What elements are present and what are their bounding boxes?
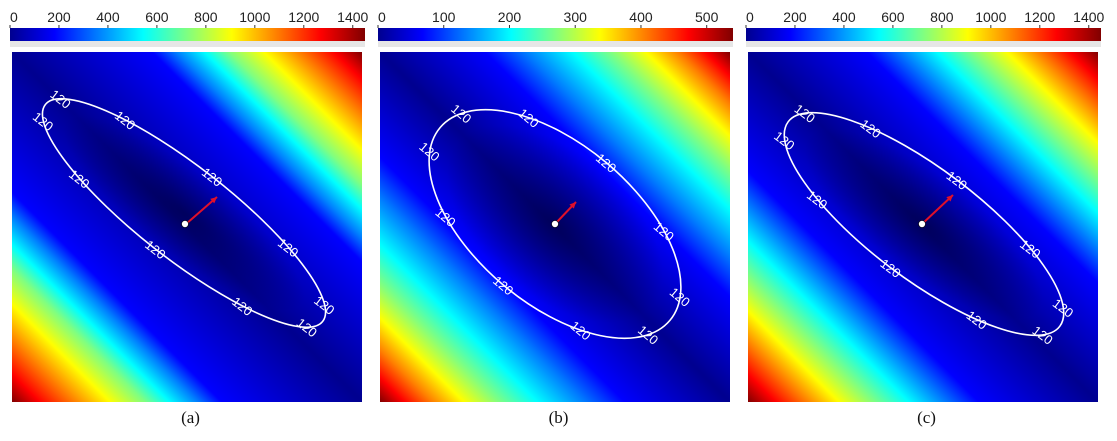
panel-b: 0 100 200 300 400 500 120 120 120 120 120 120 120 120…: [376, 0, 741, 441]
colorbar-tick-label: 500: [695, 9, 719, 25]
colorbar-tick-label: 400: [96, 9, 120, 25]
colorbar-tick-label: 1400: [337, 9, 368, 25]
colorbar-shadow: [746, 41, 1101, 47]
gradient-arrowhead: [569, 202, 576, 209]
colorbar-tick-label: 100: [432, 9, 456, 25]
minimum-point-marker: [181, 220, 189, 228]
colorbar-tick-label: 800: [194, 9, 218, 25]
panel-a: 0 200 400 600 800 1000 1200 1400 120 120 120 120 120…: [8, 0, 373, 441]
panel-caption-c: (c): [917, 408, 936, 427]
colorbar-tick-label: 200: [47, 9, 71, 25]
panel-caption-b: (b): [548, 408, 569, 427]
colorbar-tick-label: 600: [145, 9, 169, 25]
heatmap-chart-c: 0 200 400 600 800 1000 1200 1400120120120120120…: [745, 9, 1105, 402]
gradient-arrow: [185, 196, 218, 225]
colorbar-gradient: [746, 28, 1101, 41]
colorbar-tick-label: 1000: [975, 9, 1006, 25]
colorbar-tick-label: 200: [498, 9, 522, 25]
panel-c: 0 200 400 600 800 1000 1200 1400 120 120 120 120 120…: [744, 0, 1109, 441]
colorbar-tick-label: 400: [629, 9, 653, 25]
gradient-arrowhead: [210, 197, 217, 204]
colorbar-tick-label: 1200: [1024, 9, 1055, 25]
colorbar: 0 200 400 600 800 1000 1200 1400: [9, 9, 369, 47]
colorbar-tick-label: 400: [832, 9, 856, 25]
colorbar-tick-label: 1200: [288, 9, 319, 25]
contour-line-120: [41, 97, 327, 329]
gradient-arrow: [921, 194, 954, 225]
colorbar: 0 200 400 600 800 1000 1200 1400: [745, 9, 1105, 47]
minimum-point-marker: [551, 220, 559, 228]
colorbar-tick-label: 800: [930, 9, 954, 25]
colorbar-tick-label: 1400: [1073, 9, 1104, 25]
colorbar-tick-label: 0: [10, 9, 18, 25]
colorbar-tick-label: 300: [564, 9, 588, 25]
contour-line-120: [428, 108, 682, 340]
colorbar-tick-label: 200: [783, 9, 807, 25]
minimum-point-marker: [918, 220, 926, 228]
heatmap-chart-a: 0 200 400 600 800 1000 1200 1400120120120120120…: [9, 9, 369, 402]
colorbar-tick-label: 600: [881, 9, 905, 25]
colorbar: 0 100 200 300 400 500: [377, 9, 733, 47]
colorbar-tick-label: 0: [746, 9, 754, 25]
colorbar-shadow: [10, 41, 365, 47]
colorbar-gradient: [10, 28, 365, 41]
colorbar-shadow: [378, 41, 733, 47]
colorbar-tick-label: 1000: [239, 9, 270, 25]
contour-line-120: [783, 111, 1065, 337]
minimum-valley-shading: [63, 115, 305, 311]
colorbar-gradient: [378, 28, 733, 41]
gradient-arrowhead: [946, 195, 953, 202]
colorbar-tick-label: 0: [378, 9, 386, 25]
panel-caption-a: (a): [181, 408, 200, 427]
